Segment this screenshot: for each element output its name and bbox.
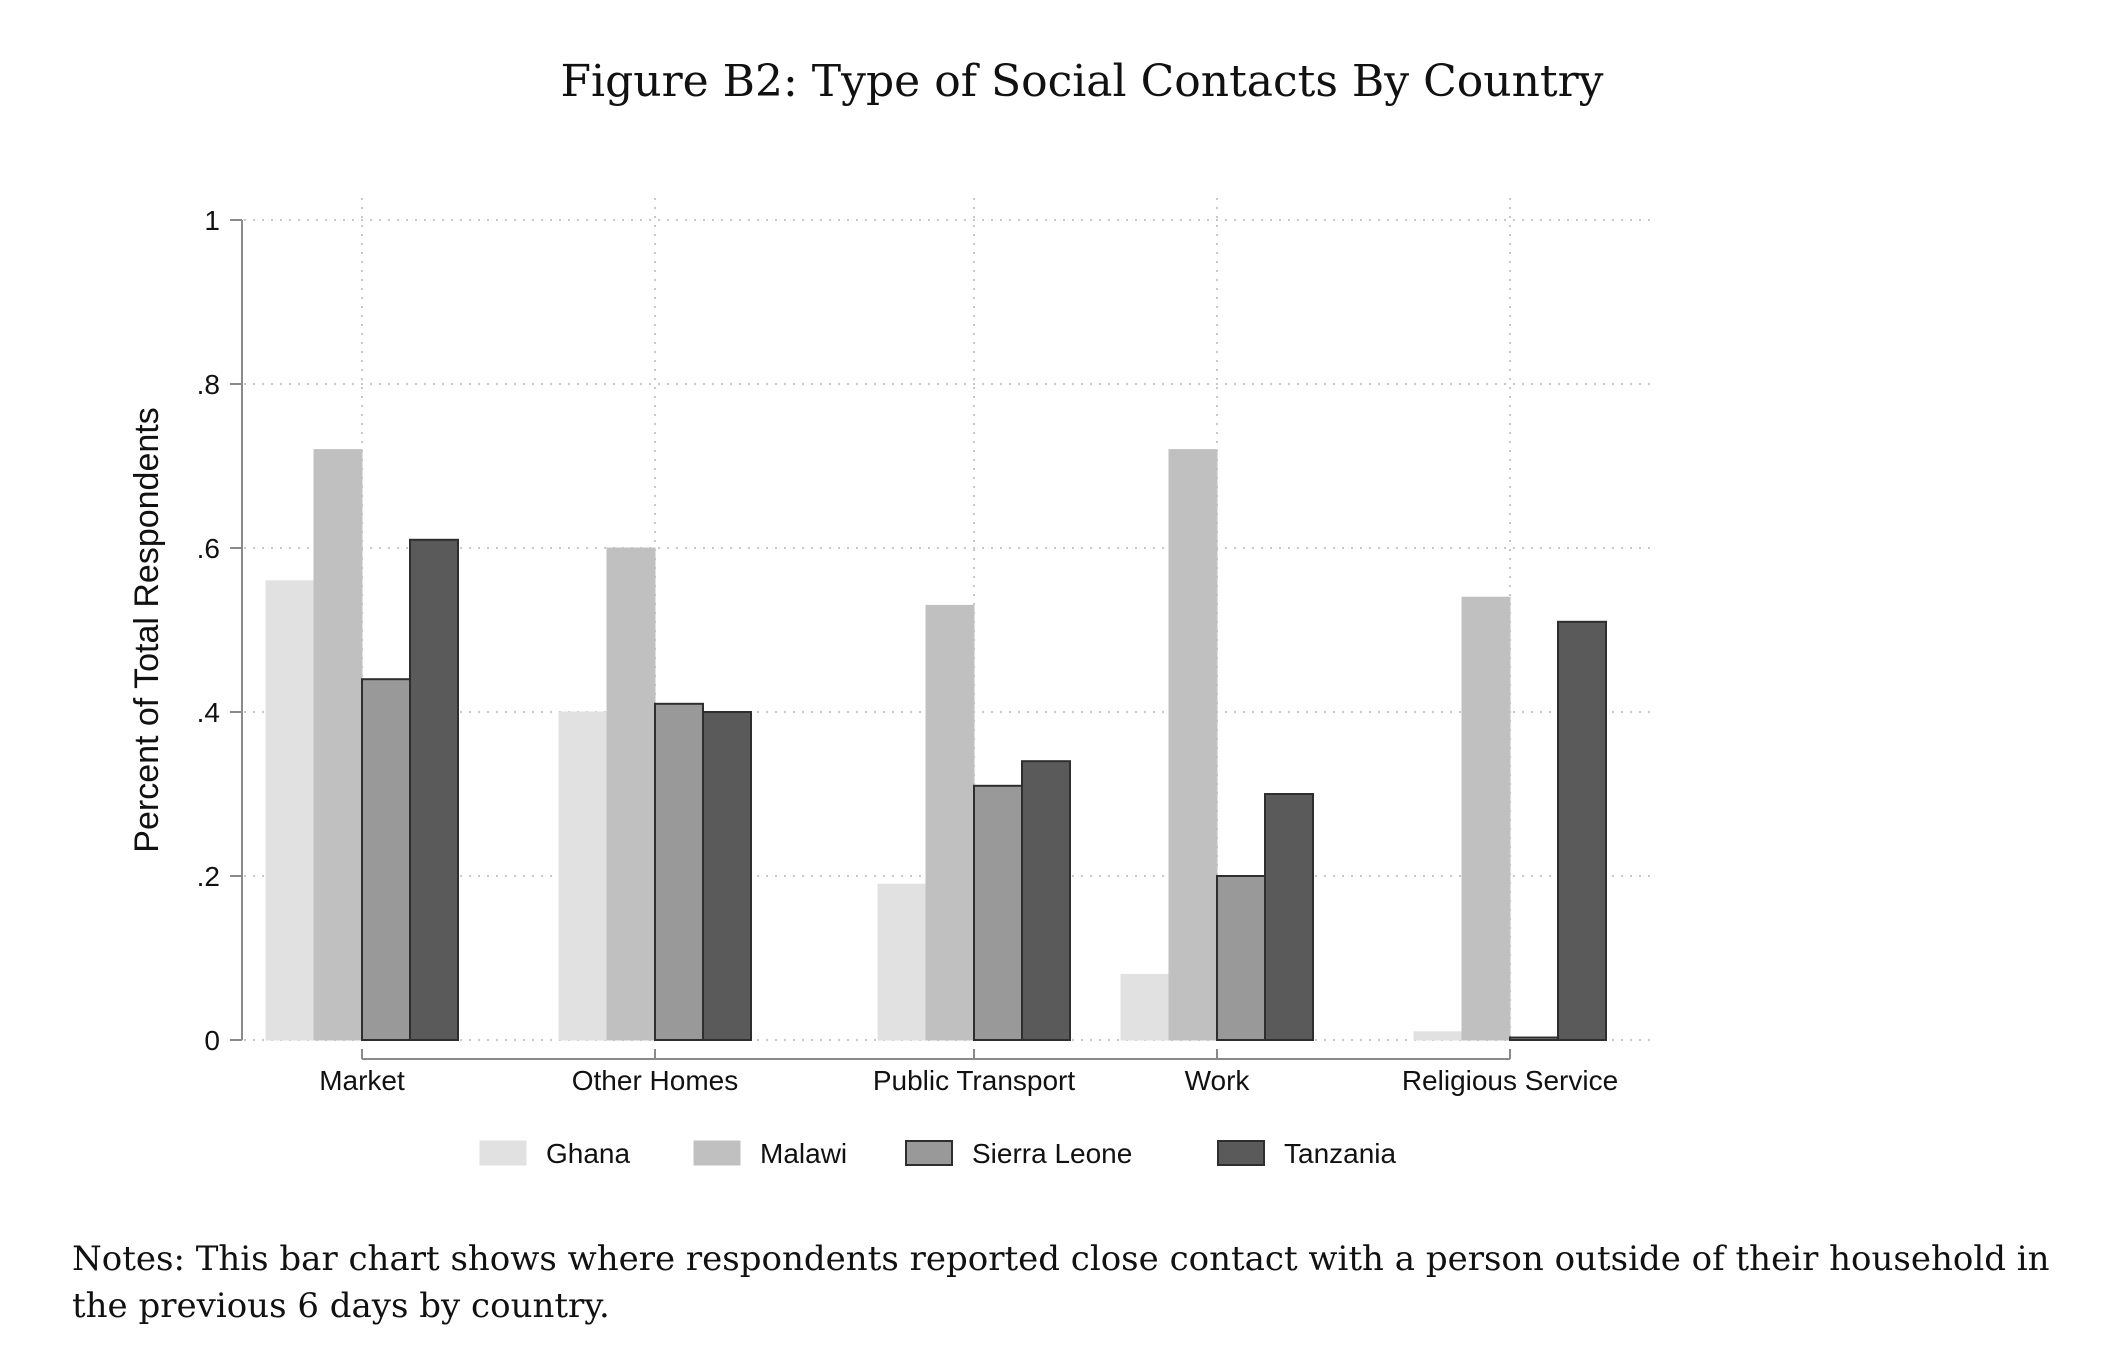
y-tick-label: .4 [197,697,220,728]
legend-label: Tanzania [1284,1138,1397,1169]
legend: Ghana Malawi Sierra Leone Tanzania [479,1138,1397,1169]
bar [1509,1036,1559,1042]
legend-swatch [905,1140,953,1166]
bar [265,580,315,1041]
bar [1120,973,1170,1041]
legend-label: Ghana [546,1138,630,1169]
x-tick-label: Market [319,1065,405,1096]
y-tick-label: .8 [197,369,220,400]
bar [361,678,411,1041]
bar [877,883,927,1041]
bar [558,711,608,1041]
x-tick-label: Other Homes [572,1065,739,1096]
figure-title: Figure B2: Type of Social Contacts By Co… [560,56,1604,107]
bar-chart: 0 .2 .4 .6 .8 1 Percent of Total Respondents Ma… [128,198,1655,1169]
bar [702,711,752,1041]
gridlines [244,198,1655,1041]
bars [265,449,1607,1042]
x-tick-label: Religious Service [1402,1065,1618,1096]
axes: 0 .2 .4 .6 .8 1 Percent of Total Respondents Ma… [128,205,1618,1096]
y-axis-label: Percent of Total Respondents [128,407,166,852]
x-tick-label: Work [1185,1065,1251,1096]
y-tick-label: .2 [197,861,220,892]
bar [1264,793,1314,1041]
y-tick-label: .6 [197,533,220,564]
bar [1216,875,1266,1041]
bar [925,604,975,1041]
bar [606,547,656,1041]
bar [1557,620,1607,1041]
bar [973,784,1023,1041]
y-tick-label: 0 [204,1025,220,1056]
legend-swatch [693,1140,741,1166]
legend-swatch [479,1140,527,1166]
legend-swatch [1217,1140,1265,1166]
bar [1413,1031,1463,1041]
legend-label: Sierra Leone [972,1138,1132,1169]
bar [1461,596,1511,1041]
figure-notes: Notes: This bar chart shows where respon… [72,1239,2050,1326]
bar [409,538,459,1041]
bar [654,702,704,1041]
y-tick-label: 1 [204,205,220,236]
legend-label: Malawi [760,1138,847,1169]
x-tick-label: Public Transport [873,1065,1076,1096]
bar [1021,760,1071,1041]
bar [1168,449,1218,1041]
bar [313,449,363,1041]
